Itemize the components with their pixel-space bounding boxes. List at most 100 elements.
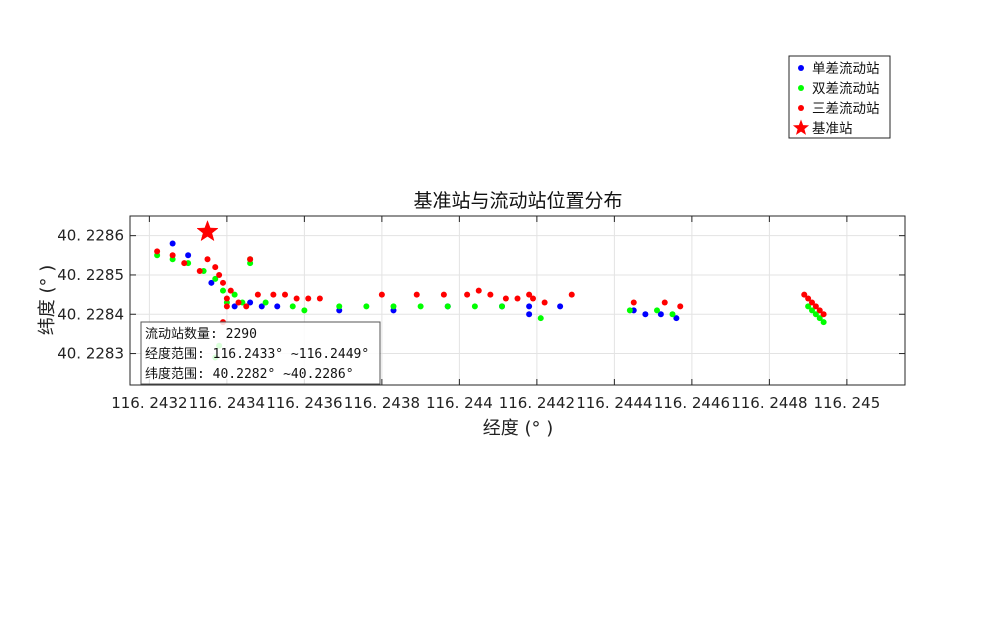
x-tick-label: 116. 2432 (111, 394, 187, 412)
data-point (801, 291, 808, 298)
data-point (235, 299, 242, 306)
y-axis-label: 纬度 (° ) (37, 265, 58, 336)
data-point (212, 264, 219, 271)
legend-marker (798, 65, 804, 71)
x-tick-label: 116. 245 (813, 394, 880, 412)
x-tick-label: 116. 2448 (731, 394, 807, 412)
data-points (154, 220, 827, 361)
data-point (216, 271, 223, 278)
series-0 (169, 240, 680, 322)
x-tick-label: 116. 2434 (189, 394, 265, 412)
x-axis-label: 经度 (° ) (483, 418, 554, 439)
data-point (471, 303, 478, 310)
legend-label: 单差流动站 (812, 61, 880, 77)
data-point (227, 287, 234, 294)
data-point (530, 295, 536, 302)
data-point (243, 303, 250, 310)
data-point (809, 307, 815, 314)
annotation-line-lat-range: 纬度范围: 40.2282° ~40.2286° (145, 366, 354, 382)
data-point (541, 299, 548, 306)
data-point (475, 287, 482, 294)
data-point (363, 303, 370, 310)
data-point (537, 315, 544, 322)
data-point (654, 307, 660, 314)
data-point (812, 303, 819, 310)
data-point (557, 303, 564, 310)
data-point (677, 303, 684, 310)
data-point (820, 311, 827, 318)
y-tick-label: 40. 2285 (57, 266, 124, 284)
data-point (809, 299, 815, 306)
data-point (181, 260, 188, 267)
data-point (247, 299, 254, 306)
data-point (336, 303, 343, 310)
data-point (231, 303, 238, 310)
data-point (526, 291, 533, 298)
data-point (820, 319, 827, 326)
series-1 (154, 252, 827, 361)
data-point (231, 291, 238, 298)
data-point (185, 252, 192, 259)
data-point (258, 303, 265, 310)
data-point (657, 311, 664, 318)
data-point (669, 311, 676, 318)
plot-frame (129, 215, 906, 386)
data-point (378, 291, 385, 298)
data-point (444, 303, 451, 310)
series-3 (196, 220, 219, 242)
legend-marker (798, 85, 804, 91)
series-2 (154, 248, 827, 326)
legend-label: 三差流动站 (812, 101, 880, 117)
data-point (289, 303, 296, 310)
x-tick-label: 116. 2438 (344, 394, 420, 412)
data-point (223, 303, 230, 310)
x-tick-label: 116. 2442 (499, 394, 575, 412)
data-point (526, 303, 533, 310)
data-point (502, 295, 509, 302)
data-point (154, 248, 161, 255)
data-point (212, 275, 219, 282)
annotation-line-count: 流动站数量: 2290 (145, 327, 257, 342)
x-tick-label: 116. 2436 (266, 394, 342, 412)
chart-title: 基准站与流动站位置分布 (413, 190, 622, 212)
legend-label: 基准站 (812, 120, 853, 137)
data-point (805, 303, 812, 310)
data-point (805, 295, 812, 302)
data-point (169, 240, 176, 247)
legend-label: 双差流动站 (812, 81, 880, 97)
data-point (390, 303, 397, 310)
data-point (301, 307, 308, 314)
data-point (417, 303, 424, 310)
data-point (816, 315, 823, 322)
annotation-line-lon-range: 经度范围: 116.2433° ~116.2449° (145, 346, 369, 362)
data-point (440, 291, 447, 298)
data-point (274, 303, 281, 310)
data-point (464, 291, 471, 298)
legend-star-marker (792, 119, 810, 135)
data-point (413, 291, 420, 298)
data-point (247, 256, 254, 263)
y-tick-label: 40. 2283 (57, 345, 124, 363)
data-point (254, 291, 261, 298)
x-tick-label: 116. 2444 (576, 394, 652, 412)
data-point (293, 295, 300, 302)
data-point (316, 295, 323, 302)
data-point (196, 268, 203, 275)
data-point (223, 295, 230, 302)
data-point (305, 295, 312, 302)
data-point (499, 303, 505, 310)
data-point (220, 287, 226, 294)
data-point (816, 307, 823, 314)
y-tick-label: 40. 2284 (57, 305, 124, 323)
data-point (626, 307, 633, 314)
data-point (568, 291, 575, 298)
data-point (270, 291, 277, 298)
y-tick-label: 40. 2286 (57, 227, 124, 245)
data-point (514, 295, 521, 302)
data-point (282, 291, 288, 298)
data-point (661, 299, 668, 306)
data-point (812, 311, 819, 318)
data-point (204, 256, 211, 263)
